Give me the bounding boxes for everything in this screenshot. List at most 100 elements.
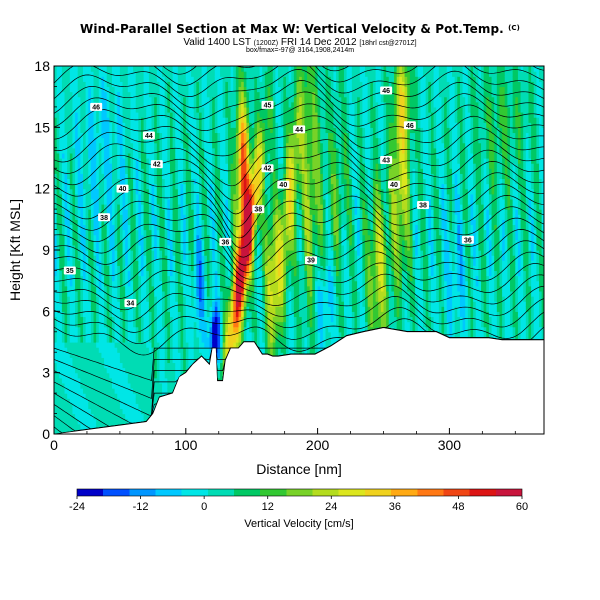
velocity-cell [77,393,81,399]
velocity-cell [90,183,95,190]
velocity-cell [104,347,108,353]
velocity-cell [85,270,89,277]
velocity-cell [69,168,74,174]
velocity-cell [101,112,105,118]
velocity-cell [61,362,66,369]
velocity-cell [83,357,87,364]
velocity-cell [98,239,103,246]
velocity-cell [69,321,74,328]
velocity-cell [64,234,68,241]
velocity-cell [64,106,68,113]
velocity-cell [109,280,113,287]
velocity-cell [54,137,58,144]
velocity-cell [109,418,113,425]
velocity-cell [109,296,113,302]
velocity-cell [77,106,81,113]
velocity-cell [59,357,63,364]
velocity-cell [90,229,95,236]
velocity-cell [54,265,58,272]
velocity-cell [72,311,76,318]
velocity-cell [72,255,76,261]
velocity-cell [85,183,89,190]
velocity-cell [56,178,60,185]
velocity-cell [67,408,71,415]
velocity-cell [90,142,95,149]
velocity-cell [77,280,81,287]
velocity-cell [85,209,89,215]
velocity-cell [64,101,68,108]
velocity-cell [75,193,79,200]
velocity-cell [54,347,58,353]
velocity-cell [61,372,66,379]
velocity-cell [59,86,63,93]
velocity-cell [93,326,97,333]
velocity-cell [69,306,74,312]
velocity-cell [67,260,71,266]
velocity-cell [83,367,87,374]
velocity-cell [98,290,103,297]
velocity-cell [72,362,76,369]
velocity-cell [72,127,76,134]
velocity-cell [101,413,105,420]
velocity-cell [104,112,108,118]
velocity-cell [85,280,89,287]
velocity-cell [80,316,84,323]
velocity-cell [98,66,103,72]
velocity-cell [80,357,84,364]
velocity-cell [59,372,63,379]
velocity-cell [88,306,92,312]
velocity-cell [88,367,92,374]
velocity-cell [106,117,110,123]
velocity-cell [93,362,97,369]
velocity-cell [69,393,74,399]
velocity-cell [93,229,97,236]
velocity-cell [106,101,110,108]
velocity-cell [111,306,116,312]
velocity-cell [61,377,66,384]
velocity-cell [88,142,92,149]
velocity-cell [93,306,97,312]
velocity-cell [83,147,87,154]
velocity-cell [64,122,68,128]
velocity-cell [80,158,84,164]
velocity-cell [54,331,58,338]
velocity-cell [83,306,87,312]
velocity-cell [98,173,103,180]
velocity-cell [80,296,84,302]
velocity-cell [75,198,79,205]
velocity-cell [88,342,92,348]
velocity-cell [64,316,68,323]
velocity-cell [90,321,95,328]
velocity-cell [96,91,100,98]
velocity-cell [98,183,103,190]
velocity-cell [77,178,81,185]
velocity-cell [104,382,108,389]
velocity-cell [104,372,108,379]
velocity-cell [101,336,105,343]
velocity-cell [59,112,63,118]
velocity-cell [75,336,79,343]
velocity-cell [72,301,76,307]
velocity-cell [64,367,68,374]
velocity-cell [61,244,66,251]
velocity-cell [56,117,60,123]
velocity-cell [61,158,66,164]
velocity-cell [77,306,81,312]
velocity-cell [59,163,63,169]
velocity-cell [98,91,103,98]
velocity-cell [106,403,110,410]
velocity-cell [67,352,71,358]
velocity-cell [88,193,92,200]
velocity-cell [72,342,76,348]
velocity-cell [83,362,87,369]
velocity-cell [101,367,105,374]
velocity-cell [61,428,66,434]
velocity-cell [72,106,76,113]
velocity-cell [109,255,113,261]
velocity-cell [106,280,110,287]
velocity-cell [80,147,84,154]
velocity-cell [77,66,81,72]
velocity-cell [80,239,84,246]
velocity-cell [106,168,110,174]
velocity-cell [88,382,92,389]
